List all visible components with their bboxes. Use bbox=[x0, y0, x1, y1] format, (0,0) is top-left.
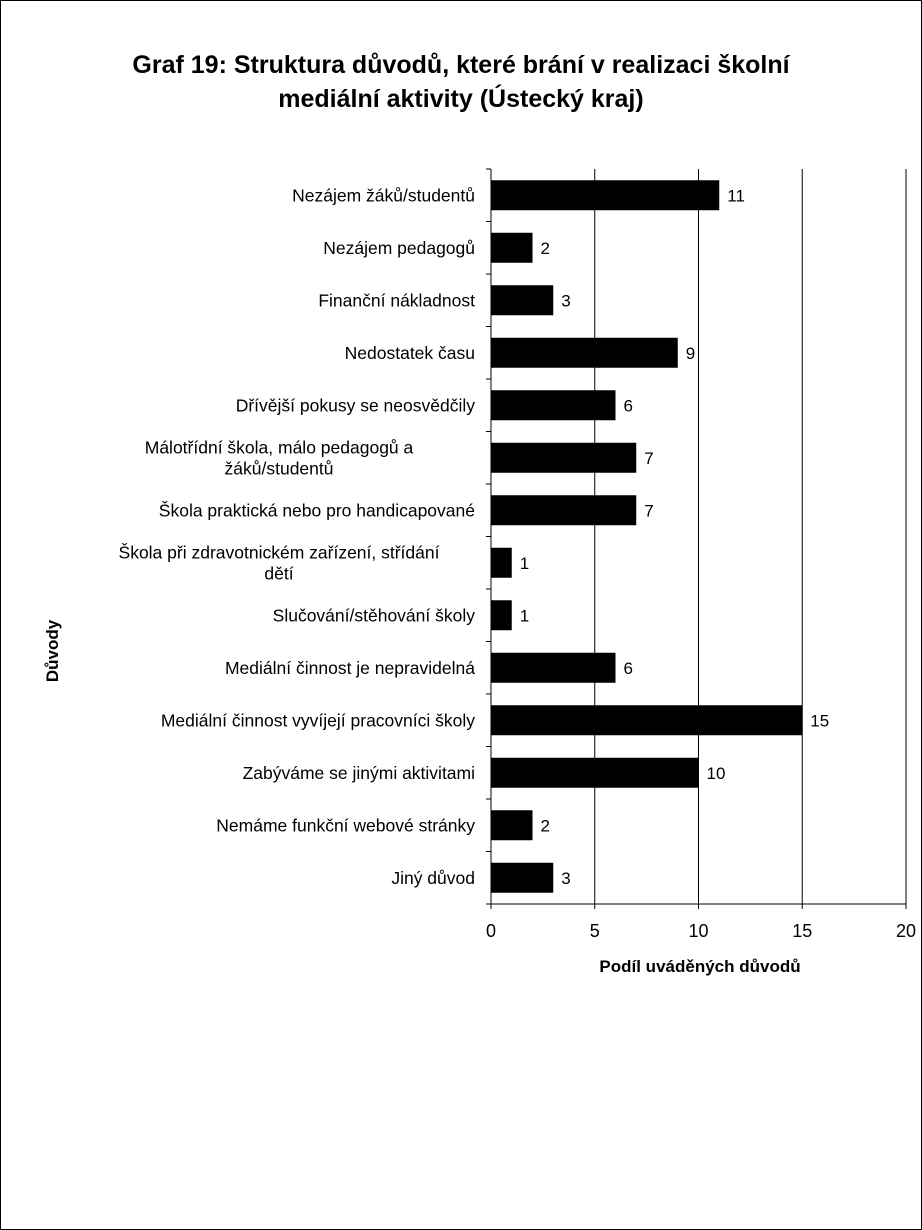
axes: 0 5 10 15 20 Podíl uváděných důvodů Důvody bbox=[43, 168, 916, 976]
category-label-6: Málotřídní škola, málo pedagogů a žáků/st… bbox=[145, 437, 414, 478]
bar-13 bbox=[491, 810, 533, 841]
x-tick-label-20: 20 bbox=[896, 921, 916, 941]
bar-6 bbox=[491, 442, 637, 473]
category-label-10: Mediální činnost je nepravidelná bbox=[225, 658, 475, 678]
data-label-1: 11 bbox=[727, 186, 745, 205]
x-tick-label-15: 15 bbox=[792, 921, 812, 941]
gridlines bbox=[594, 169, 907, 904]
bar-3 bbox=[491, 285, 554, 316]
data-label-12: 10 bbox=[707, 764, 726, 783]
bar-2 bbox=[491, 232, 533, 263]
bar-10 bbox=[491, 652, 616, 683]
bar-11 bbox=[491, 705, 803, 736]
x-tick-label-5: 5 bbox=[590, 921, 600, 941]
category-label-14: Jiný důvod bbox=[391, 868, 475, 888]
bar-8 bbox=[491, 547, 512, 578]
bar-9 bbox=[491, 600, 512, 631]
bars bbox=[491, 180, 803, 893]
data-label-5: 6 bbox=[624, 396, 633, 415]
category-label-12: Zabýváme se jinými aktivitami bbox=[243, 763, 475, 783]
x-axis-title: Podíl uváděných důvodů bbox=[599, 957, 800, 976]
category-label-8: Škola při zdravotnickém zařízení, střídá… bbox=[119, 541, 440, 583]
category-label-1: Nezájem žáků/studentů bbox=[292, 185, 475, 205]
chart-title: Graf 19: Struktura důvodů, které brání v… bbox=[132, 51, 790, 113]
bar-5 bbox=[491, 390, 616, 421]
chart-title-line-1: Graf 19: Struktura důvodů, které brání v… bbox=[132, 51, 790, 79]
chart-title-line-2: mediální aktivity (Ústecký kraj) bbox=[278, 83, 643, 113]
data-label-13: 2 bbox=[541, 816, 550, 835]
category-label-11: Mediální činnost vyvíjejí pracovníci ško… bbox=[161, 710, 475, 730]
data-label-6: 7 bbox=[644, 449, 653, 468]
bar-7 bbox=[491, 495, 637, 526]
bar-12 bbox=[491, 757, 699, 788]
data-label-11: 15 bbox=[810, 711, 829, 730]
data-label-7: 7 bbox=[644, 501, 653, 520]
y-axis-title: Důvody bbox=[43, 619, 62, 682]
category-label-13: Nemáme funkční webové stránky bbox=[216, 815, 475, 835]
data-label-14: 3 bbox=[561, 869, 570, 888]
category-label-7: Škola praktická nebo pro handicapované bbox=[159, 499, 475, 520]
bar-1 bbox=[491, 180, 720, 211]
category-label-3: Finanční nákladnost bbox=[318, 290, 475, 310]
category-label-4: Nedostatek času bbox=[345, 343, 475, 363]
data-label-3: 3 bbox=[561, 291, 570, 310]
data-label-9: 1 bbox=[520, 606, 529, 625]
data-label-8: 1 bbox=[520, 554, 529, 573]
data-label-4: 9 bbox=[686, 344, 695, 363]
bar-14 bbox=[491, 862, 554, 893]
category-label-9: Slučování/stěhování školy bbox=[273, 605, 476, 625]
x-tick-label-0: 0 bbox=[486, 921, 496, 941]
data-label-10: 6 bbox=[624, 659, 633, 678]
data-label-2: 2 bbox=[541, 239, 550, 258]
x-tick-label-10: 10 bbox=[688, 921, 708, 941]
bar-4 bbox=[491, 337, 678, 368]
category-label-2: Nezájem pedagogů bbox=[323, 238, 475, 258]
category-label-5: Dřívější pokusy se neosvědčily bbox=[236, 395, 476, 415]
